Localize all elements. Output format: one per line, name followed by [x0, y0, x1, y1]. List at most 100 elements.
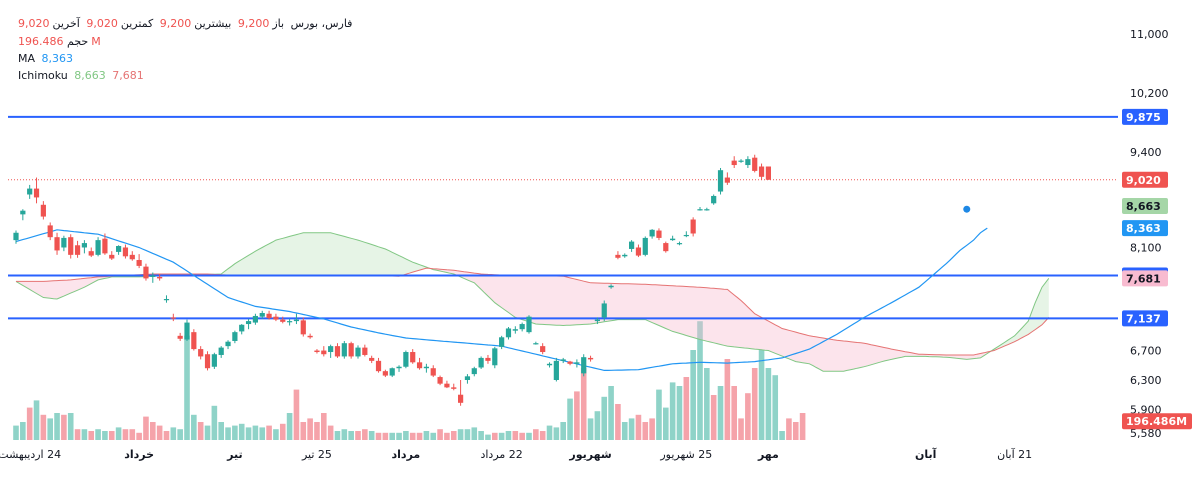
- volume-bar: [13, 425, 19, 440]
- candle-body: [211, 354, 217, 367]
- volume-bars: [13, 321, 806, 440]
- legend-ichimoku: Ichimoku 8,663 7,681: [18, 69, 147, 82]
- volume-bar: [252, 425, 259, 440]
- candle-body: [136, 260, 142, 266]
- candle-body: [499, 337, 505, 347]
- legend-ichimoku-label: Ichimoku: [18, 69, 68, 82]
- price-tick-label: 9,400: [1130, 146, 1162, 159]
- volume-bar: [300, 422, 307, 440]
- candle-body: [512, 329, 518, 331]
- price-tag-label: 9,020: [1126, 174, 1161, 187]
- price-axis[interactable]: 11,000 10,200 9,400 8,100 6,700 6,300 5,900 5,5…: [1122, 28, 1192, 440]
- volume-bar: [792, 422, 799, 440]
- candle-body: [348, 343, 354, 357]
- volume-bar: [355, 431, 361, 440]
- volume-bar: [204, 425, 211, 440]
- candle-body: [287, 321, 293, 323]
- volume-bar: [150, 422, 156, 440]
- candle-body: [102, 238, 108, 254]
- volume-bar: [416, 432, 423, 440]
- candle-body: [758, 166, 765, 177]
- price-tick-label: 6,300: [1130, 374, 1162, 387]
- price-tag-label: 9,875: [1126, 111, 1161, 124]
- candle-body: [724, 177, 730, 183]
- time-axis[interactable]: 24 اردیبهشت خرداد تیر 25 تیر مرداد 22 مرداد شه…: [0, 447, 1032, 461]
- candle-body: [20, 210, 26, 215]
- volume-bar: [621, 422, 628, 440]
- candle-body: [492, 348, 498, 366]
- candle-body: [642, 237, 648, 255]
- candle-body: [163, 299, 170, 301]
- candle-body: [177, 335, 183, 339]
- volume-bar: [170, 427, 177, 440]
- volume-bar: [88, 431, 95, 440]
- volume-bar: [574, 391, 580, 440]
- candle-body: [731, 160, 737, 166]
- legend-high: 9,200: [159, 17, 192, 30]
- volume-bar: [553, 427, 560, 440]
- volume-bar: [389, 432, 395, 440]
- candle-body: [116, 246, 122, 252]
- candle-body: [382, 371, 388, 376]
- candle-body: [622, 254, 628, 257]
- volume-bar: [362, 429, 368, 440]
- price-tick-label: 6,700: [1130, 345, 1162, 358]
- candle-body: [594, 319, 600, 322]
- volume-bar: [129, 429, 136, 440]
- volume-bar: [710, 395, 717, 440]
- candle-body: [738, 160, 744, 162]
- candle-body: [752, 157, 758, 171]
- ichimoku-cloud: [15, 232, 1050, 372]
- volume-bar: [615, 404, 621, 440]
- price-tag: [1122, 171, 1168, 188]
- candle-body: [259, 313, 265, 317]
- volume-bar: [697, 321, 703, 440]
- candle-body: [670, 238, 676, 241]
- legend-volume: حجم 196.486M: [18, 35, 104, 48]
- volume-bar: [799, 413, 806, 440]
- volume-bar: [47, 418, 53, 440]
- candle-body: [239, 324, 245, 332]
- candle-body: [369, 357, 375, 361]
- candle-body: [252, 315, 258, 323]
- volume-bar: [669, 382, 676, 440]
- candle-body: [68, 237, 74, 255]
- legend-close-label: آخرین: [52, 17, 80, 30]
- candle-body: [245, 321, 252, 325]
- volume-bar: [245, 427, 252, 440]
- volume-bar: [663, 407, 669, 440]
- price-tick-label: 5,900: [1130, 403, 1162, 416]
- volume-bar: [74, 429, 81, 440]
- volume-bar: [218, 422, 224, 440]
- volume-bar: [54, 413, 60, 440]
- time-tick-label: 25 تیر: [301, 448, 332, 461]
- volume-bar: [758, 350, 765, 440]
- candle-body: [546, 363, 553, 366]
- legend-ma: MA 8,363: [18, 52, 76, 65]
- volume-bar: [594, 411, 601, 440]
- price-tag: [1122, 270, 1168, 287]
- candle-body: [33, 188, 40, 198]
- volume-bar: [683, 377, 690, 440]
- volume-bar: [67, 413, 74, 440]
- time-tick-label: آبان: [915, 447, 937, 461]
- time-tick-label: 21 آبان: [997, 447, 1032, 461]
- candle-body: [396, 366, 402, 369]
- legend-high-label: بیشترین: [194, 17, 232, 30]
- candle-body: [676, 243, 683, 245]
- price-tag-label: 7,681: [1126, 272, 1161, 285]
- candle-body: [191, 332, 197, 350]
- legend-open-label: باز: [272, 17, 285, 30]
- price-tag-label: 8,363: [1126, 222, 1161, 235]
- candle-body: [711, 195, 717, 204]
- volume-bar: [368, 431, 375, 440]
- volume-bar: [108, 431, 115, 440]
- volume-bar: [567, 398, 573, 440]
- volume-bar: [232, 425, 238, 440]
- legend-low-label: کمترین: [120, 17, 154, 30]
- volume-bar: [81, 429, 88, 440]
- alert-dot: [963, 205, 971, 213]
- candle-body: [587, 357, 594, 360]
- candle-body: [341, 343, 347, 357]
